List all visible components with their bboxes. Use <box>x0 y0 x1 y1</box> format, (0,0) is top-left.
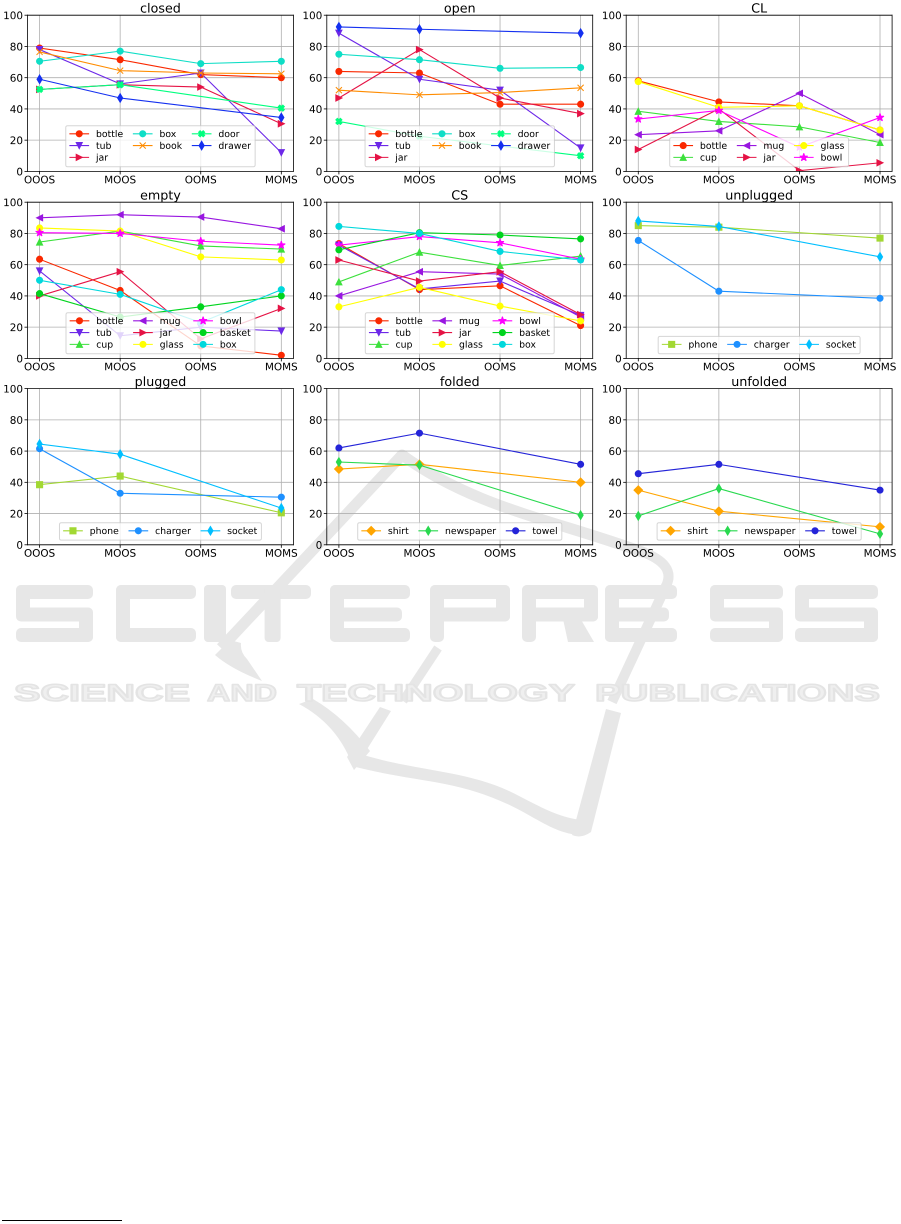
svg-text:SCIENCE: SCIENCE <box>14 680 190 707</box>
svg-text:PUBLICATIONS: PUBLICATIONS <box>595 680 880 707</box>
svg-text:TECHNOLOGY: TECHNOLOGY <box>297 680 575 707</box>
svg-text:AND: AND <box>207 680 277 707</box>
